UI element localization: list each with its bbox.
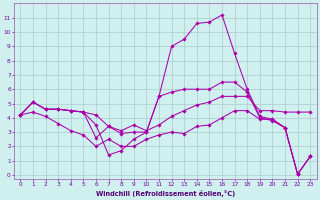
X-axis label: Windchill (Refroidissement éolien,°C): Windchill (Refroidissement éolien,°C) <box>96 190 235 197</box>
